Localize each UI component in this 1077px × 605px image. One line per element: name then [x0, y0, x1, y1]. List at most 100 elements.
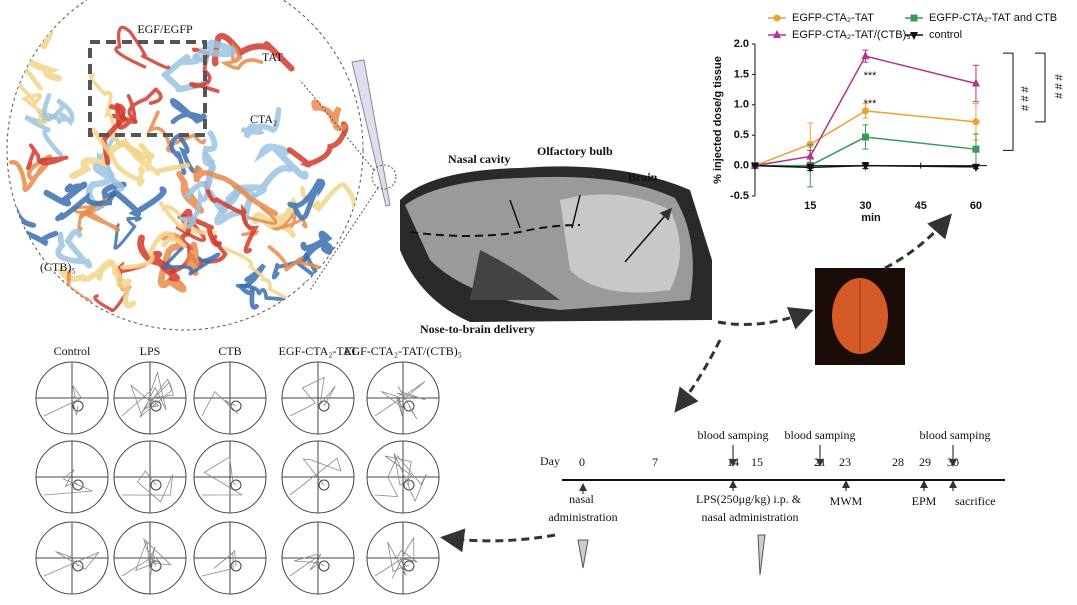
event-label: EPM	[912, 494, 937, 508]
x-tick-label: 60	[970, 200, 982, 212]
point	[971, 78, 980, 87]
ribbon	[184, 130, 218, 200]
day: 7	[652, 455, 658, 469]
ribbon	[193, 166, 279, 217]
platform	[72, 400, 84, 412]
annotation: # # #	[1052, 74, 1064, 99]
point	[806, 164, 815, 173]
ribbon	[146, 110, 207, 154]
ribbon	[203, 181, 260, 254]
quadrants	[282, 522, 354, 594]
event-label: blood samping	[785, 428, 856, 442]
ribbon	[158, 201, 218, 236]
swim-path	[289, 376, 336, 417]
label: Brain	[628, 170, 658, 184]
platform	[403, 479, 415, 491]
point	[861, 107, 869, 115]
platform	[403, 400, 415, 412]
ribbon	[186, 241, 200, 277]
swim-path	[121, 537, 172, 577]
legend-label: EGFP-CTA₂-TAT and CTB	[929, 12, 1057, 24]
quadrants	[36, 522, 108, 594]
ribbon	[126, 87, 163, 124]
y-tick-label: 0.5	[734, 129, 749, 141]
line	[755, 136, 977, 167]
flow-arrows	[440, 213, 952, 553]
platform	[150, 479, 162, 491]
day: 0	[579, 455, 585, 469]
y-axis-label: % injected dose/g tissue	[712, 56, 724, 184]
swim-path	[43, 384, 83, 417]
label: Olfactory bulb	[537, 144, 613, 158]
swim-path	[43, 551, 100, 577]
ribbon	[113, 216, 142, 250]
label: CTA₂	[250, 112, 277, 126]
maze-panel: Control LPS CTB EGF-CTA₂-TATEGF-CTA₂-TAT/(C…	[35, 344, 462, 595]
ribbon	[223, 246, 295, 303]
y-tick-label: 1.0	[734, 99, 749, 111]
day: 23	[839, 455, 851, 469]
platform	[318, 479, 330, 491]
quadrants	[367, 441, 439, 513]
swim-path	[43, 469, 93, 496]
platform	[150, 400, 162, 412]
ribbon	[26, 143, 69, 171]
point	[971, 163, 980, 172]
x-tick-label: 45	[915, 200, 927, 212]
label: Nose-to-brain delivery	[420, 322, 535, 336]
ribbon	[162, 245, 221, 276]
label: TAT	[262, 50, 284, 64]
swim-path	[121, 371, 175, 418]
pipette	[351, 59, 391, 207]
group-label: Control	[54, 344, 91, 358]
ribbon	[85, 163, 125, 212]
ribbon	[16, 254, 43, 290]
swim-path	[374, 453, 427, 503]
line	[754, 110, 977, 167]
ribbon	[90, 127, 146, 187]
line	[754, 164, 976, 169]
platform	[230, 560, 242, 572]
y-tick-label: -0.5	[730, 190, 749, 202]
ribbon	[8, 154, 53, 192]
legend-label: EGFP-CTA₂-TAT/(CTB)₅	[792, 29, 911, 41]
ribbon	[55, 191, 117, 222]
line	[754, 55, 977, 167]
point	[773, 14, 781, 22]
egf-box	[88, 40, 207, 137]
group-label: EGF-CTA₂-TAT/(CTB)₅	[344, 344, 462, 358]
point	[910, 32, 918, 40]
zoom-line	[299, 79, 379, 291]
day: 29	[919, 455, 931, 469]
platform	[72, 479, 84, 491]
group-label: LPS	[140, 344, 161, 358]
swim-path	[201, 456, 244, 496]
y-tick-label: 0.0	[734, 160, 749, 172]
point	[806, 151, 815, 160]
ribbon	[88, 72, 140, 154]
annotation: ***	[864, 98, 878, 110]
point	[861, 51, 870, 60]
ribbon	[311, 99, 348, 132]
y-tick-label: 1.5	[734, 68, 749, 80]
ribbon	[109, 259, 137, 309]
syringe-icons	[577, 534, 766, 576]
ribbon	[287, 178, 326, 221]
x-axis-label: min	[861, 212, 881, 224]
ribbon	[24, 110, 64, 158]
label: Nasal cavity	[448, 152, 510, 166]
ribbon	[43, 181, 88, 207]
ribbon	[160, 54, 211, 93]
x-tick-label: 15	[804, 200, 816, 212]
platform	[318, 400, 330, 412]
quadrants	[194, 441, 266, 513]
day: 15	[751, 455, 763, 469]
ribbon	[78, 196, 121, 232]
bracket	[1003, 52, 1014, 151]
event-label: nasal administration	[548, 492, 617, 524]
event-label: sacrifice	[955, 494, 996, 508]
ribbon	[220, 41, 264, 70]
swim-path	[289, 553, 325, 577]
